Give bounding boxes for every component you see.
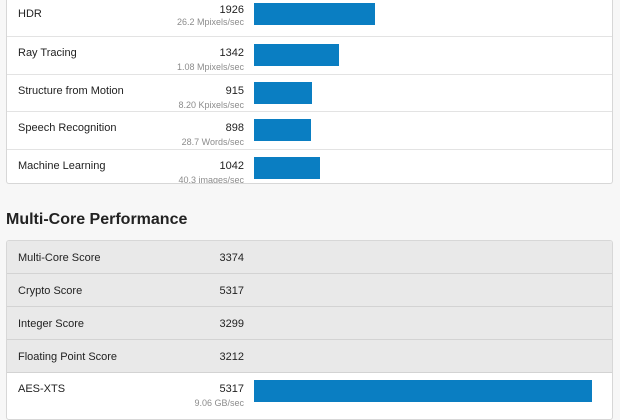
benchmark-row-machine-learning: Machine Learning 1042 40.3 images/sec xyxy=(7,150,612,184)
benchmark-score: 1926 xyxy=(219,4,244,16)
score-value: 5317 xyxy=(219,285,244,297)
benchmark-row-hdr: HDR 1926 26.2 Mpixels/sec xyxy=(7,0,612,37)
score-name: Crypto Score xyxy=(18,285,83,297)
benchmark-detail: 26.2 Mpixels/sec xyxy=(176,17,244,27)
benchmark-name: HDR xyxy=(18,8,42,20)
benchmark-row-aes-xts: AES-XTS 5317 9.06 GB/sec xyxy=(7,373,612,411)
benchmark-score: 915 xyxy=(225,84,244,97)
score-row-floating-point: Floating Point Score 3212 xyxy=(7,340,612,373)
single-core-benchmark-table: HDR 1926 26.2 Mpixels/sec Ray Tracing 13… xyxy=(6,0,613,184)
benchmark-bar xyxy=(254,3,375,25)
score-row-integer: Integer Score 3299 xyxy=(7,307,612,340)
benchmark-name: Ray Tracing xyxy=(18,47,77,59)
benchmark-detail: 1.08 Mpixels/sec xyxy=(176,62,244,72)
score-value: 3374 xyxy=(219,252,244,264)
score-value: 3212 xyxy=(219,351,244,363)
benchmark-detail: 28.7 Words/sec xyxy=(181,137,244,147)
score-value: 3299 xyxy=(219,318,244,330)
benchmark-bar xyxy=(254,380,592,402)
benchmark-score: 5317 xyxy=(219,383,244,395)
benchmark-name: Structure from Motion xyxy=(18,84,124,97)
benchmark-score: 898 xyxy=(225,122,244,134)
benchmark-detail: 8.20 Kpixels/sec xyxy=(178,99,244,110)
multi-core-table: Multi-Core Score 3374 Crypto Score 5317 … xyxy=(6,240,613,420)
benchmark-bar xyxy=(254,156,320,179)
score-row-crypto: Crypto Score 5317 xyxy=(7,274,612,307)
benchmark-bar xyxy=(254,44,339,66)
benchmark-detail: 40.3 images/sec xyxy=(178,174,244,184)
benchmark-name: Speech Recognition xyxy=(18,122,117,134)
benchmark-detail: 9.06 GB/sec xyxy=(194,398,244,408)
score-name: Floating Point Score xyxy=(18,351,118,363)
benchmark-bar xyxy=(254,119,311,141)
section-title-multi-core: Multi-Core Performance xyxy=(6,211,188,228)
score-name: Integer Score xyxy=(18,318,85,330)
benchmark-name: AES-XTS xyxy=(18,383,66,395)
benchmark-row-speech-recognition: Speech Recognition 898 28.7 Words/sec xyxy=(7,112,612,150)
score-row-multi-core: Multi-Core Score 3374 xyxy=(7,241,612,274)
benchmark-score: 1042 xyxy=(219,159,244,172)
benchmark-bar xyxy=(254,81,312,104)
score-name: Multi-Core Score xyxy=(18,252,101,264)
benchmark-row-ray-tracing: Ray Tracing 1342 1.08 Mpixels/sec xyxy=(7,37,612,75)
benchmark-score: 1342 xyxy=(219,47,244,59)
benchmark-name: Machine Learning xyxy=(18,159,106,172)
benchmark-row-structure-from-motion: Structure from Motion 915 8.20 Kpixels/s… xyxy=(7,75,612,112)
